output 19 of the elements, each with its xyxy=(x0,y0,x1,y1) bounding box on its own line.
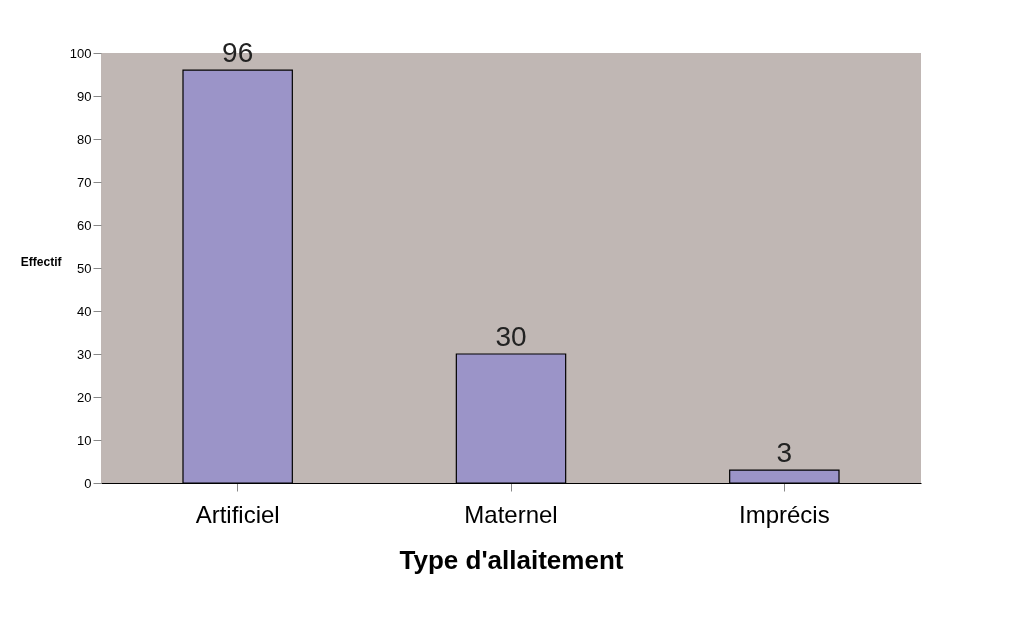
y-tick-label: 80 xyxy=(77,131,92,147)
x-tick-label: Artificiel xyxy=(195,500,280,528)
x-axis-title: Type d'allaitement xyxy=(399,544,624,575)
y-tick-label: 90 xyxy=(77,88,92,104)
y-tick-label: 0 xyxy=(84,475,92,491)
y-tick-label: 70 xyxy=(77,174,92,190)
y-axis-title: Effectif xyxy=(20,254,63,269)
data-label: 96 xyxy=(222,37,254,69)
y-tick-label: 50 xyxy=(77,260,92,276)
y-tick-label: 10 xyxy=(77,432,92,448)
x-tick-label: Maternel xyxy=(464,500,558,528)
y-tick-label: 100 xyxy=(69,45,92,61)
data-label: 30 xyxy=(495,321,527,352)
y-tick-label: 20 xyxy=(77,389,92,405)
y-tick-label: 40 xyxy=(77,303,92,319)
data-label: 3 xyxy=(776,437,793,469)
y-tick-label: 30 xyxy=(77,346,92,362)
x-tick-label: Imprécis xyxy=(738,500,830,528)
y-tick-label: 60 xyxy=(77,217,92,233)
